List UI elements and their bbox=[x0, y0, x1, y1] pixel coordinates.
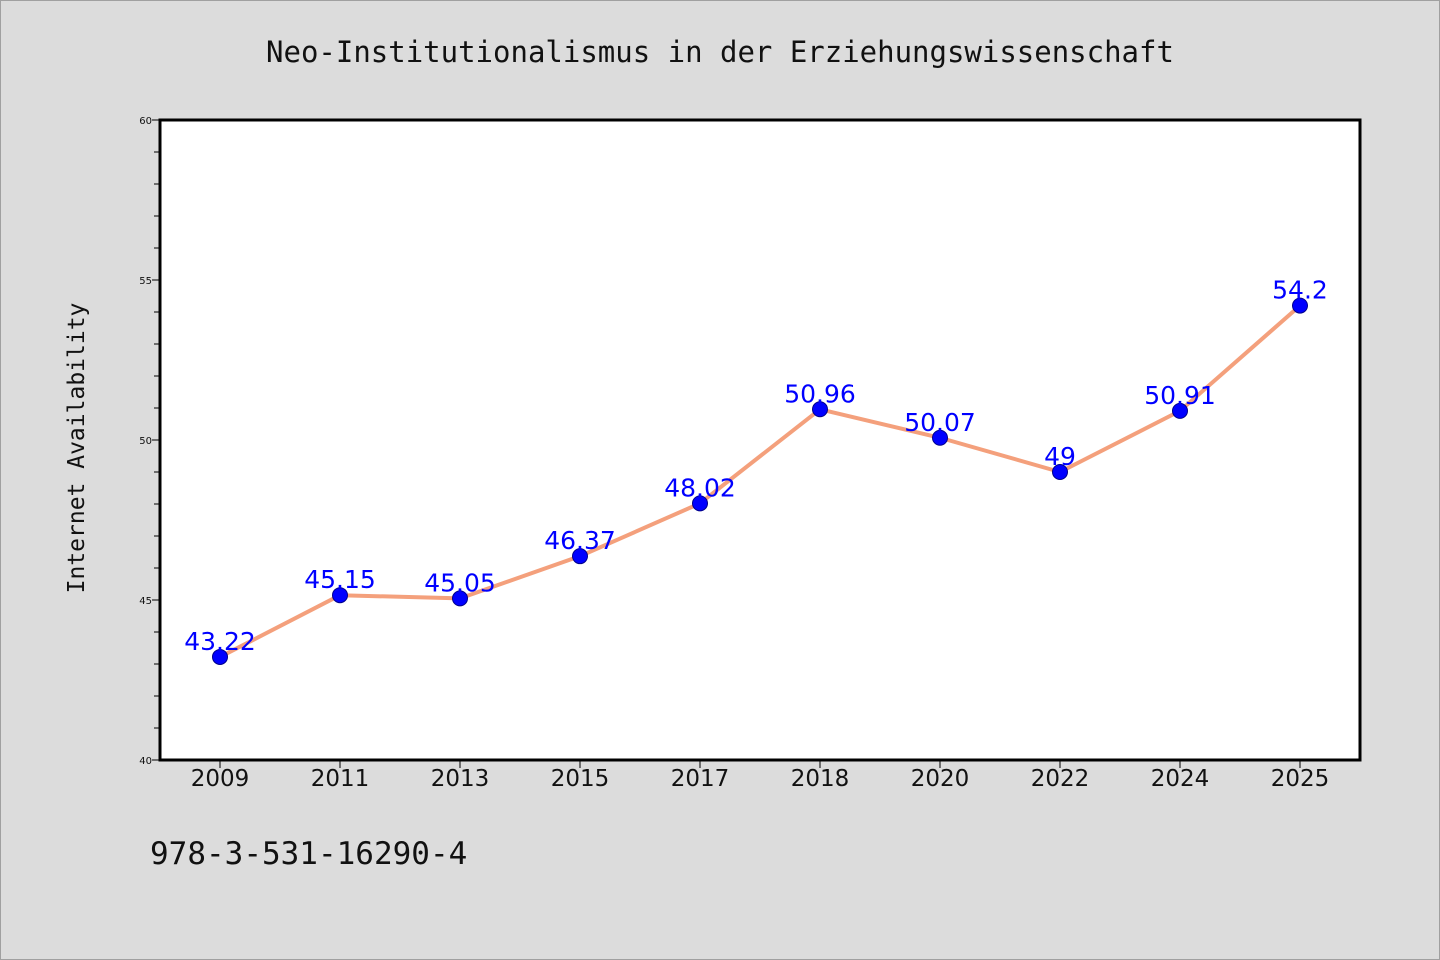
x-tick-label: 2025 bbox=[1271, 766, 1330, 792]
x-tick-label: 2017 bbox=[671, 766, 730, 792]
data-point bbox=[1172, 402, 1188, 419]
data-label: 46.37 bbox=[544, 526, 616, 555]
chart-title: Neo-Institutionalismus in der Erziehungs… bbox=[266, 35, 1174, 69]
data-labels: 43.22 45.15 45.05 46.37 48.02 50.96 50.07 49 50.… bbox=[184, 276, 1328, 656]
data-point bbox=[812, 401, 828, 418]
x-tick-label: 2024 bbox=[1151, 766, 1210, 792]
data-point bbox=[332, 587, 348, 604]
data-label: 45.05 bbox=[424, 568, 496, 597]
plot-area bbox=[158, 118, 1362, 762]
x-tick-label: 2020 bbox=[911, 766, 970, 792]
data-label: 45.15 bbox=[304, 565, 376, 594]
data-point bbox=[932, 429, 948, 446]
data-point bbox=[1292, 297, 1308, 314]
footnote-isbn: 978-3-531-16290-4 bbox=[150, 836, 467, 872]
y-tick-label: 55 bbox=[139, 276, 152, 287]
data-label: 50.07 bbox=[904, 408, 976, 437]
data-label: 54.2 bbox=[1272, 276, 1328, 305]
y-tick-label: 45 bbox=[139, 596, 152, 607]
x-tick-label: 2011 bbox=[311, 766, 370, 792]
data-label: 48.02 bbox=[664, 473, 736, 502]
y-tick-label: 40 bbox=[139, 756, 152, 767]
data-point bbox=[572, 548, 588, 565]
series-line bbox=[218, 303, 1302, 659]
series bbox=[212, 297, 1308, 665]
data-point bbox=[212, 648, 228, 665]
x-axis: 2009 2011 2013 2015 2017 2018 2020 2022 2024 2025 bbox=[191, 760, 1330, 792]
x-tick-label: 2022 bbox=[1031, 766, 1090, 792]
data-label: 50.96 bbox=[784, 379, 856, 408]
data-label: 49 bbox=[1044, 442, 1076, 471]
data-point bbox=[452, 590, 468, 607]
y-axis: 40 45 50 55 60 bbox=[139, 116, 160, 767]
x-tick-label: 2018 bbox=[791, 766, 850, 792]
x-tick-label: 2013 bbox=[431, 766, 490, 792]
x-tick-label: 2015 bbox=[551, 766, 610, 792]
y-tick-label: 60 bbox=[139, 116, 152, 127]
y-tick-label: 50 bbox=[139, 436, 152, 447]
data-label: 50.91 bbox=[1144, 381, 1216, 410]
data-point bbox=[1052, 464, 1068, 480]
y-axis-label: Internet Availability bbox=[64, 303, 90, 594]
data-label: 43.22 bbox=[184, 627, 256, 656]
data-point bbox=[692, 495, 708, 512]
x-tick-label: 2009 bbox=[191, 766, 250, 792]
